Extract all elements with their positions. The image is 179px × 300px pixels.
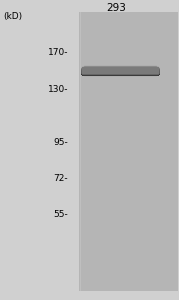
Bar — [81, 12, 176, 291]
Bar — [81, 12, 150, 291]
Text: 293: 293 — [106, 3, 126, 13]
Bar — [81, 12, 116, 291]
Bar — [80, 12, 114, 291]
Bar — [81, 12, 156, 291]
Bar — [81, 12, 136, 291]
Text: 72-: 72- — [53, 174, 68, 183]
Bar — [80, 12, 85, 291]
Bar — [80, 12, 103, 291]
Bar — [80, 12, 89, 291]
Bar — [80, 12, 106, 291]
Bar — [81, 12, 128, 291]
Bar — [81, 12, 159, 291]
Bar — [80, 12, 83, 291]
Bar — [81, 12, 173, 291]
Bar — [81, 12, 126, 291]
Bar — [81, 12, 139, 291]
Bar — [79, 12, 80, 291]
Bar — [81, 12, 131, 291]
Bar — [80, 12, 105, 291]
Bar — [80, 12, 91, 291]
Bar — [81, 12, 133, 291]
Bar — [80, 12, 99, 291]
Bar — [81, 12, 144, 291]
Bar — [81, 12, 169, 291]
Bar — [81, 12, 151, 291]
Text: (kD): (kD) — [4, 12, 23, 21]
Bar — [81, 12, 115, 291]
Bar — [81, 12, 124, 291]
Bar — [80, 12, 81, 291]
Text: 130-: 130- — [47, 85, 68, 94]
Bar — [81, 12, 123, 291]
Bar — [80, 12, 100, 291]
Bar — [81, 12, 163, 291]
Text: 95-: 95- — [53, 138, 68, 147]
Bar — [80, 12, 93, 291]
Bar — [80, 12, 84, 291]
Bar — [81, 12, 149, 291]
Bar — [81, 12, 141, 291]
Bar — [81, 12, 129, 291]
Bar — [81, 12, 120, 291]
Bar — [80, 12, 104, 291]
Bar — [80, 12, 96, 291]
Bar — [81, 12, 153, 291]
Bar — [80, 12, 98, 291]
Bar — [81, 12, 174, 291]
Bar — [81, 12, 154, 291]
Bar — [80, 12, 101, 291]
Bar — [81, 12, 171, 291]
Bar — [80, 12, 108, 291]
Bar — [81, 12, 160, 291]
Bar — [81, 12, 125, 291]
Bar — [81, 12, 143, 291]
Bar — [81, 12, 165, 291]
Bar — [81, 12, 118, 291]
Bar — [80, 12, 110, 291]
Bar — [80, 12, 113, 291]
Bar — [81, 12, 166, 291]
Bar — [80, 12, 86, 291]
Bar — [80, 12, 109, 291]
Bar — [80, 12, 90, 291]
Bar — [80, 12, 95, 291]
Text: 170-: 170- — [47, 48, 68, 57]
Bar — [81, 12, 158, 291]
Bar — [81, 12, 138, 291]
Bar — [81, 12, 164, 291]
Bar — [80, 12, 94, 291]
Bar — [81, 12, 148, 291]
Text: 55-: 55- — [53, 210, 68, 219]
Bar — [81, 12, 175, 291]
Bar — [80, 12, 88, 291]
Bar — [81, 12, 121, 291]
Bar — [81, 12, 161, 291]
Bar — [81, 12, 130, 291]
Bar — [81, 12, 155, 291]
Bar — [81, 12, 168, 291]
Bar — [81, 12, 140, 291]
Bar — [81, 12, 119, 291]
Bar — [81, 12, 178, 291]
Bar — [80, 12, 111, 291]
Bar — [81, 12, 170, 291]
Bar — [81, 12, 146, 291]
Bar — [81, 12, 135, 291]
Bar — [81, 12, 145, 291]
Bar — [81, 12, 134, 291]
